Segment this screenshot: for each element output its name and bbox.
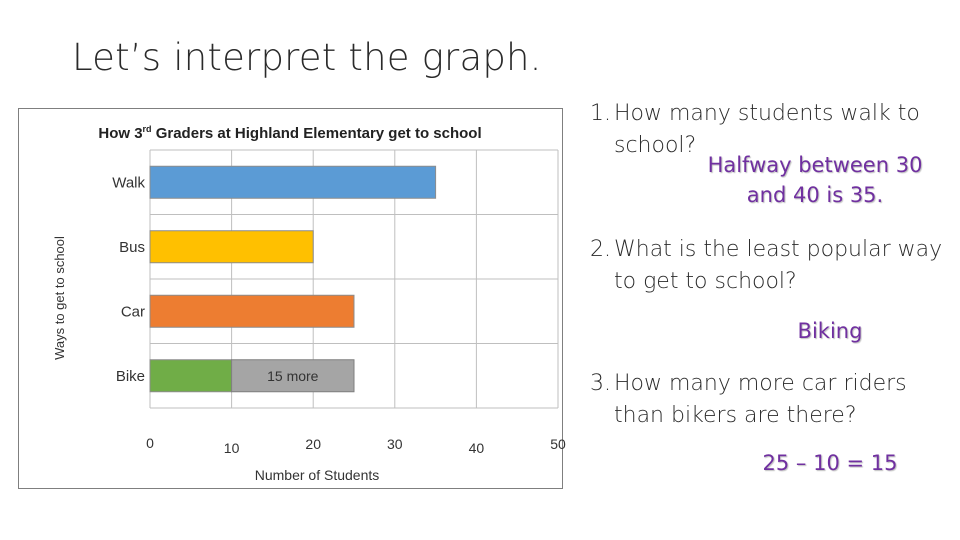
category-label-bus: Bus bbox=[119, 239, 145, 256]
category-label-car: Car bbox=[121, 303, 145, 320]
bar-bus bbox=[149, 230, 314, 264]
question-3-text: How many more car riders than bikers are… bbox=[614, 371, 907, 428]
bar-walk bbox=[149, 165, 437, 199]
annotation-label: 15 more bbox=[267, 368, 319, 384]
question-2-number: 2. bbox=[590, 237, 611, 262]
x-tick-label-0: 0 bbox=[146, 435, 154, 451]
x-tick-label-2: 20 bbox=[305, 436, 321, 452]
answer-3: 25 – 10 = 15 bbox=[762, 451, 898, 475]
question-2: 2. What is the least popular way to get … bbox=[590, 234, 950, 298]
answer-2: Biking bbox=[797, 319, 863, 343]
slide-title: Let’s interpret the graph. bbox=[72, 36, 542, 79]
answer-1: Halfway between 30 and 40 is 35. bbox=[707, 153, 923, 207]
question-1: 1. How many students walk to school? bbox=[590, 98, 950, 162]
bar-car bbox=[149, 294, 355, 328]
x-tick-label-1: 10 bbox=[224, 440, 240, 456]
question-3: 3. How many more car riders than bikers … bbox=[590, 368, 950, 432]
question-1-number: 1. bbox=[590, 101, 611, 126]
chart-title-superscript: rd bbox=[142, 124, 152, 134]
chart-title-suffix: Graders at Highland Elementary get to sc… bbox=[151, 125, 482, 142]
chart-title: How 3rd Graders at Highland Elementary g… bbox=[0, 124, 580, 142]
question-1-text: How many students walk to school? bbox=[614, 101, 920, 158]
x-tick-label-5: 50 bbox=[550, 436, 566, 452]
chart-title-prefix: How 3 bbox=[98, 125, 143, 142]
y-axis-label: Ways to get to school bbox=[52, 236, 67, 360]
x-axis-label: Number of Students bbox=[255, 467, 380, 483]
x-tick-label-3: 30 bbox=[387, 436, 403, 452]
category-label-bike: Bike bbox=[116, 368, 145, 385]
bar-bike bbox=[149, 359, 233, 393]
category-label-walk: Walk bbox=[112, 174, 145, 191]
question-2-text: What is the least popular way to get to … bbox=[614, 237, 943, 294]
annotation-bar-difference bbox=[231, 359, 355, 393]
x-tick-label-4: 40 bbox=[469, 440, 485, 456]
question-3-number: 3. bbox=[590, 371, 611, 396]
